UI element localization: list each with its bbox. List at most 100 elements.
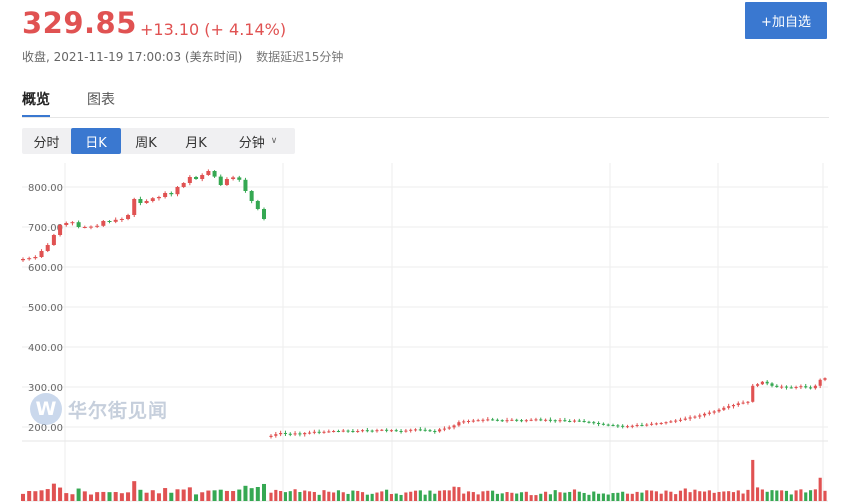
volume-bar <box>500 493 504 501</box>
period-minute-dropdown[interactable]: 分钟 ∨ <box>221 128 295 154</box>
volume-bar <box>95 492 100 501</box>
stock-chart[interactable]: 800.00 700.00 600.00 500.00 400.00 300.00 200.… <box>0 163 864 504</box>
candle-body <box>712 411 716 413</box>
volume-bar <box>404 492 408 501</box>
volume-bar <box>712 492 716 501</box>
volume-bar <box>385 489 389 501</box>
volume-bar <box>175 489 180 501</box>
candle-body <box>476 420 480 422</box>
volume-bar <box>702 491 707 501</box>
candle-body <box>664 422 668 424</box>
period-monthly[interactable]: 月K <box>185 135 207 151</box>
candle-body <box>194 177 199 179</box>
watermark-text: 华尔街见闻 <box>68 399 169 422</box>
volume-bar <box>659 493 663 501</box>
candle-body <box>288 433 292 435</box>
add-watchlist-button[interactable]: +加自选 <box>745 2 827 39</box>
volume-bar <box>727 491 731 501</box>
candle-body <box>770 383 774 386</box>
price-change: +13.10 (+ 4.14%) <box>140 20 287 39</box>
volume-bar <box>736 490 740 501</box>
candle-body <box>804 386 808 388</box>
candle-body <box>341 430 345 432</box>
candle-body <box>683 418 687 420</box>
volume-bar <box>466 491 471 501</box>
volume-bar <box>298 491 302 501</box>
candle-body <box>33 257 38 259</box>
period-intraday[interactable]: 分时 <box>33 135 60 151</box>
candle-body <box>519 420 524 422</box>
volume-bar <box>804 492 808 501</box>
tab-overview[interactable]: 概览 <box>22 92 50 108</box>
price: 329.85 <box>22 6 137 40</box>
candle-body <box>95 225 100 227</box>
volume-bar <box>568 491 572 501</box>
volume-bar <box>150 490 155 501</box>
candle-body <box>70 222 75 224</box>
candle-body <box>389 430 394 432</box>
y-tick-label: 500.00 <box>28 303 63 314</box>
volume-bar <box>423 494 427 501</box>
volume-bar <box>751 459 755 501</box>
candle-body <box>731 405 736 407</box>
volume-bar <box>650 490 654 501</box>
candle-body <box>495 419 499 421</box>
volume-bar <box>519 492 524 501</box>
volume-bar <box>452 486 456 501</box>
candle-body <box>336 431 341 432</box>
period-daily[interactable]: 日K <box>71 128 121 154</box>
candle-body <box>231 177 236 179</box>
volume-bar <box>88 494 93 501</box>
volume-bar <box>544 491 548 501</box>
volume-bar <box>674 494 678 501</box>
candle-body <box>534 419 538 421</box>
volume-bar <box>45 489 50 501</box>
volume-bar <box>428 490 432 501</box>
candle-body <box>582 421 586 422</box>
volume-bar <box>27 491 32 501</box>
period-weekly[interactable]: 周K <box>135 135 157 151</box>
volume-bar <box>760 489 764 501</box>
volume-bar <box>101 491 106 501</box>
volume-bar <box>481 491 485 501</box>
volume-bar <box>770 490 774 501</box>
candle-body <box>261 209 267 219</box>
volume-bar <box>731 492 736 501</box>
candle-body <box>544 419 548 421</box>
volume-bar <box>418 490 422 501</box>
volume-bar <box>261 483 267 501</box>
volume-bar <box>553 490 557 501</box>
candle-body <box>616 425 620 427</box>
volume-bar <box>138 489 143 501</box>
volume-bar <box>346 493 350 501</box>
volume-bar <box>664 490 668 501</box>
volume-bar <box>693 489 697 501</box>
candle-body <box>224 179 229 185</box>
volume-bar <box>515 493 519 501</box>
y-tick-label: 400.00 <box>28 343 63 354</box>
volume-bar <box>471 492 475 501</box>
candle-body <box>144 201 149 203</box>
candle-body <box>755 384 760 386</box>
candle-body <box>356 431 360 432</box>
candle-body <box>558 420 562 422</box>
tab-chart[interactable]: 图表 <box>87 92 115 108</box>
volume-bar <box>288 491 292 501</box>
volume-bar <box>563 492 567 501</box>
volume-bar <box>592 491 596 501</box>
candle-body <box>515 419 519 421</box>
candle-body <box>64 223 69 225</box>
y-tick-label: 300.00 <box>28 383 63 394</box>
y-tick-label: 800.00 <box>28 183 63 194</box>
volume-bar <box>375 492 379 501</box>
volume-bar <box>187 487 192 501</box>
candle-body <box>587 421 591 423</box>
candle-body <box>322 431 326 433</box>
volume-bar <box>630 493 634 501</box>
candle-body <box>500 420 504 422</box>
candle-body <box>58 225 63 235</box>
volume-bar <box>82 491 87 501</box>
active-tab-indicator <box>22 115 50 117</box>
volume-bar <box>360 492 365 501</box>
volume-bar <box>144 492 149 501</box>
